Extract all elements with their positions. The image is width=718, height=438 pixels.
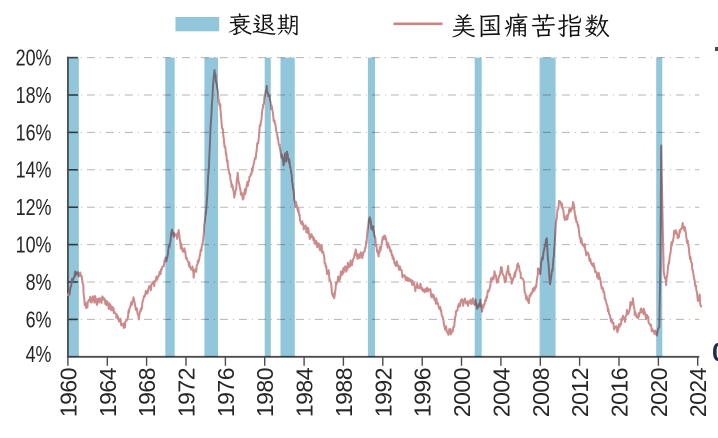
svg-text:1976: 1976 (213, 368, 239, 417)
svg-text:20%: 20% (16, 45, 52, 71)
svg-text:16%: 16% (16, 120, 52, 146)
svg-text:8%: 8% (26, 270, 52, 296)
svg-text:1996: 1996 (410, 368, 436, 417)
svg-text:10%: 10% (16, 232, 52, 258)
svg-text:1960: 1960 (55, 368, 81, 417)
svg-text:12%: 12% (16, 195, 52, 221)
svg-text:18%: 18% (16, 83, 52, 109)
svg-text:2024: 2024 (685, 367, 711, 417)
svg-text:2004: 2004 (488, 367, 514, 417)
svg-text:2020: 2020 (646, 368, 672, 417)
svg-text:14%: 14% (16, 158, 52, 184)
svg-text:2012: 2012 (567, 368, 593, 417)
svg-text:1992: 1992 (370, 368, 396, 417)
svg-text:1968: 1968 (134, 368, 160, 417)
svg-text:6%: 6% (26, 307, 52, 333)
svg-text:1972: 1972 (174, 368, 200, 417)
svg-text:0: 0 (712, 337, 718, 367)
svg-text:1964: 1964 (95, 367, 121, 417)
svg-text:2008: 2008 (528, 368, 554, 417)
svg-text:1988: 1988 (331, 368, 357, 417)
svg-text:2016: 2016 (607, 368, 633, 417)
svg-text:1980: 1980 (252, 368, 278, 417)
svg-text:1984: 1984 (292, 367, 318, 417)
svg-text:2000: 2000 (449, 368, 475, 417)
svg-text:4%: 4% (26, 342, 52, 368)
